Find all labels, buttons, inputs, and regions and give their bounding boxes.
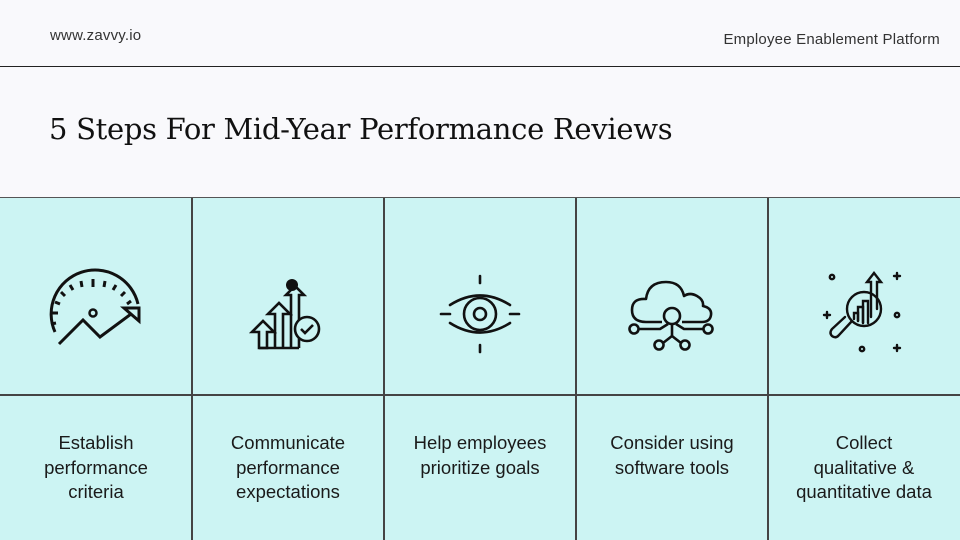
step-4-label-cell: Consider using software tools (576, 395, 768, 540)
step-1-label: Establish performance criteria (44, 432, 148, 502)
step-4-label: Consider using software tools (610, 432, 734, 478)
step-1-icon-cell (0, 198, 192, 394)
eye-focus-icon (439, 274, 521, 354)
step-3-label: Help employees prioritize goals (413, 432, 547, 478)
speedometer-growth-icon (49, 268, 141, 346)
step-3-label-cell: Help employees prioritize goals (384, 395, 576, 540)
grid-divider (767, 198, 769, 540)
step-2-label: Communicate performance expectations (230, 432, 346, 502)
step-3-icon-cell (384, 198, 576, 394)
cloud-network-icon (628, 280, 714, 351)
grid-divider (383, 198, 385, 540)
grid-divider-horizontal (0, 394, 960, 396)
grid-divider (575, 198, 577, 540)
step-2-icon-cell (192, 198, 384, 394)
step-4-icon-cell (576, 198, 768, 394)
step-2-label-cell: Communicate performance expectations (192, 395, 384, 540)
growth-arrows-check-icon (248, 279, 321, 350)
step-5-label: Collect qualitative & quantitative data (796, 432, 932, 502)
header: www.zavvy.io Employee Enablement Platfor… (0, 0, 960, 67)
steps-grid: Establish performance criteria Communica… (0, 197, 960, 540)
step-1-label-cell: Establish performance criteria (0, 395, 192, 540)
tagline: Employee Enablement Platform (723, 31, 940, 48)
step-5-icon-cell (768, 198, 960, 394)
page-title: 5 Steps For Mid-Year Performance Reviews (49, 112, 673, 146)
site-url[interactable]: www.zavvy.io (50, 27, 142, 44)
magnifier-chart-icon (822, 271, 902, 353)
step-5-label-cell: Collect qualitative & quantitative data (768, 395, 960, 540)
grid-divider (191, 198, 193, 540)
